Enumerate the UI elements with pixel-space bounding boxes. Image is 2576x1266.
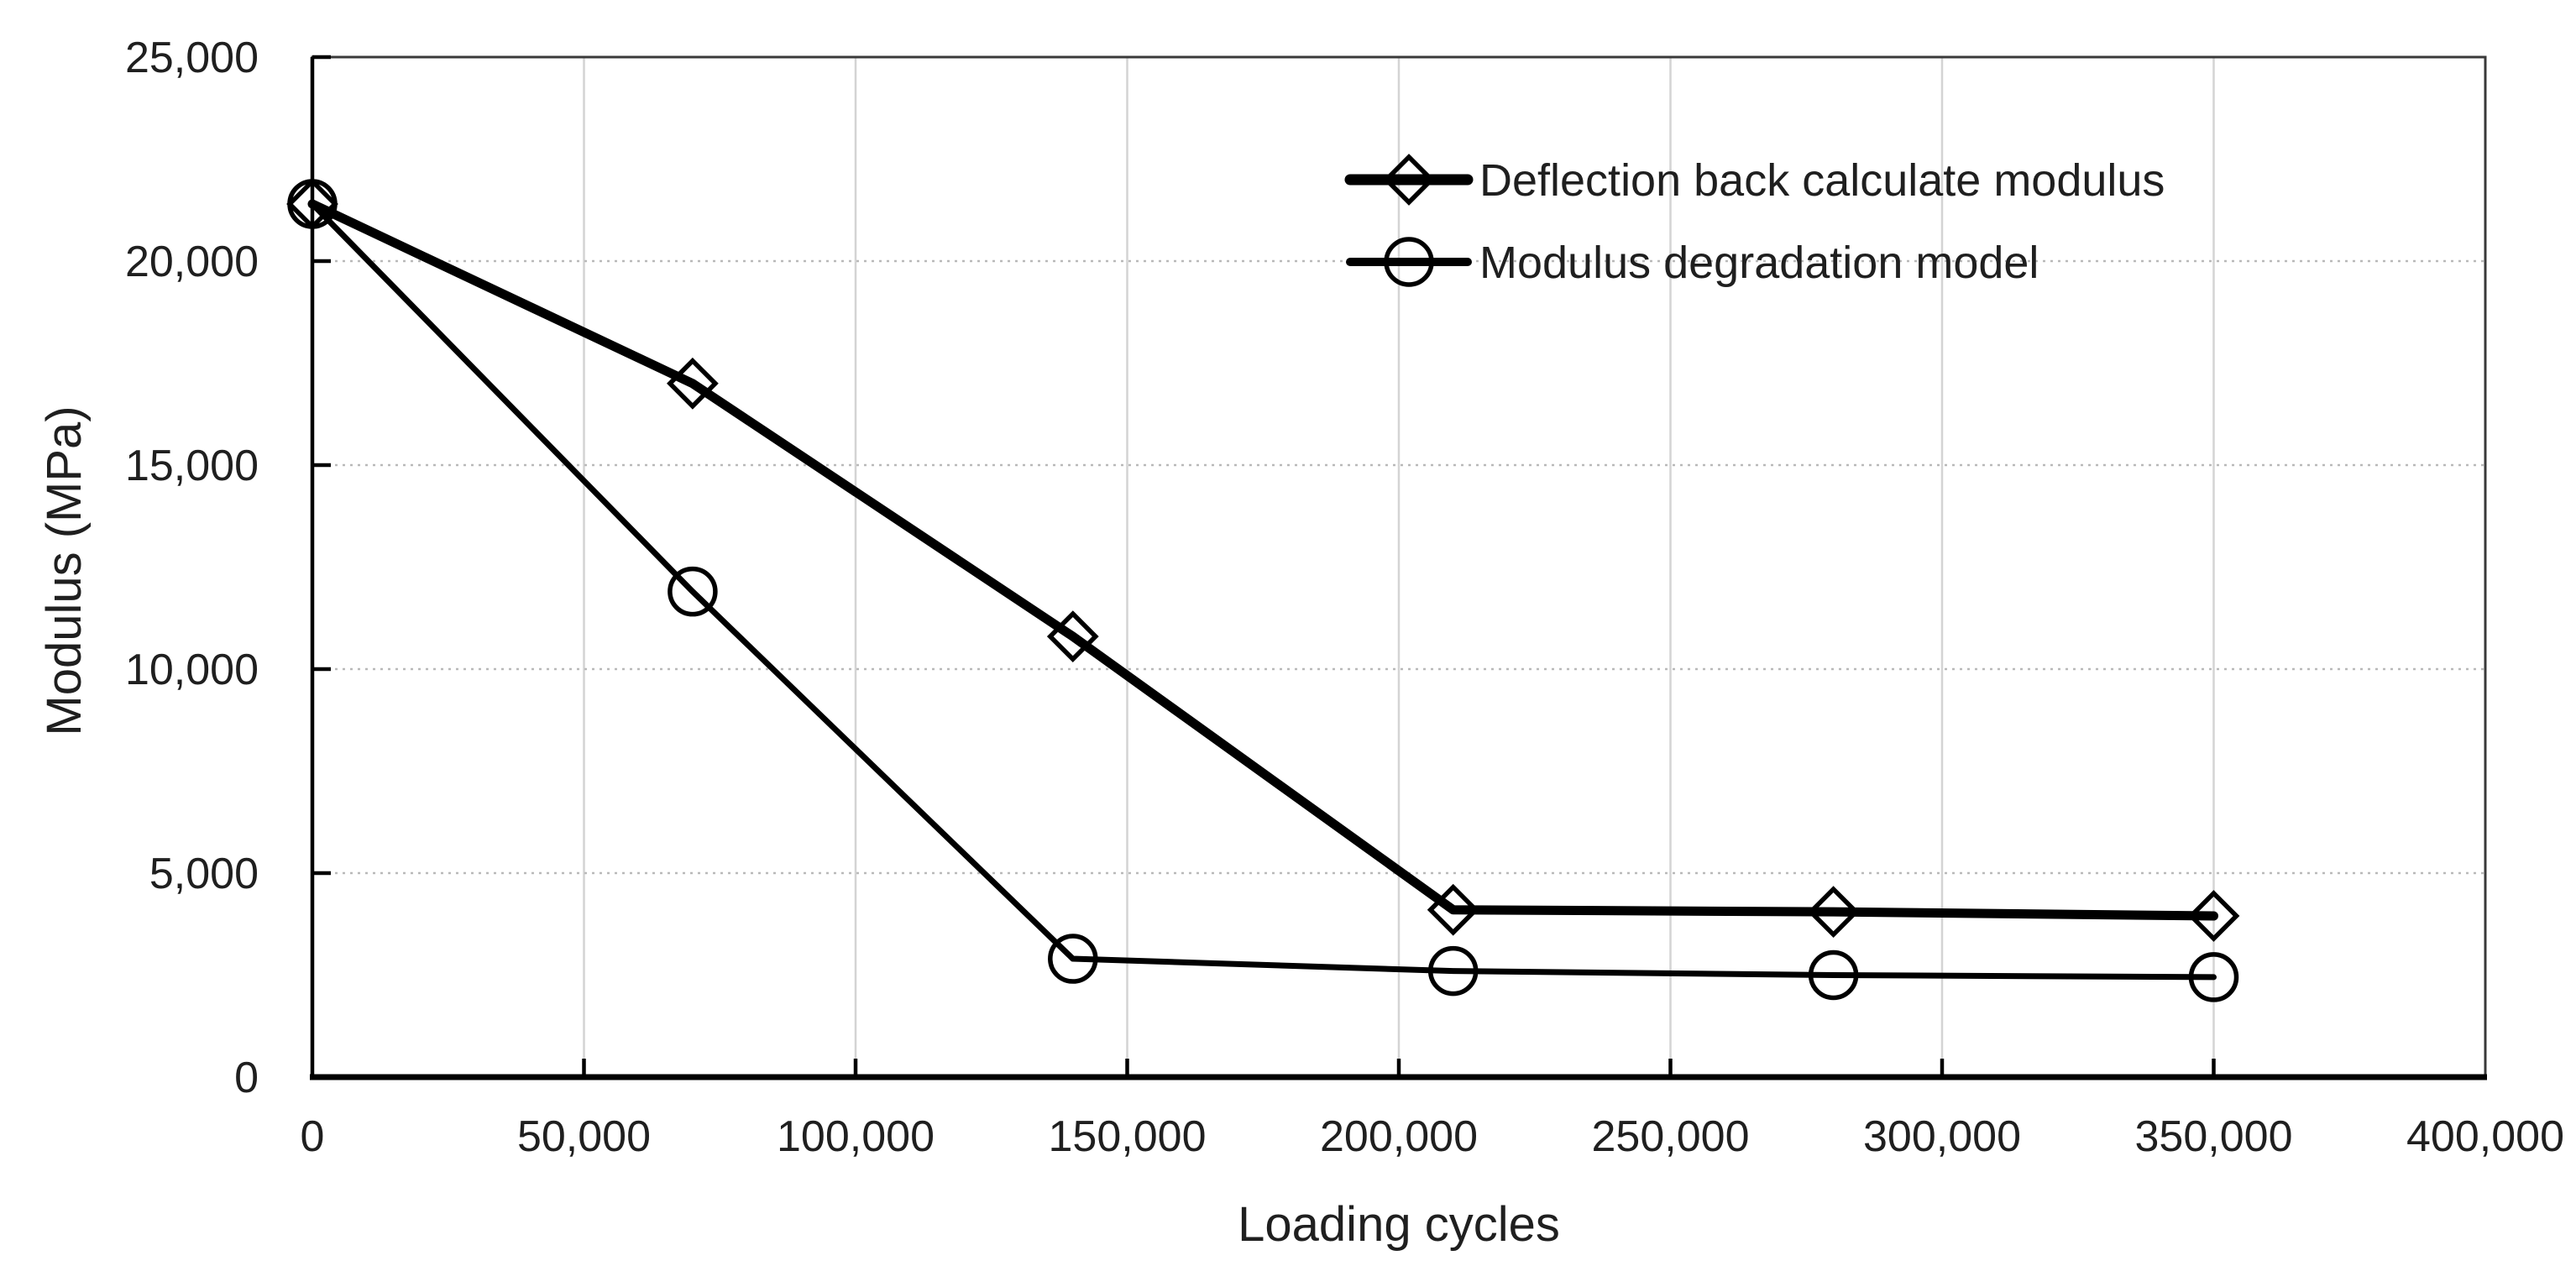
legend-label-0: Deflection back calculate modulus: [1479, 155, 2165, 206]
data-marker-circle-series1-pt3: [1427, 945, 1479, 997]
x-tick-label-0: 0: [301, 1112, 325, 1161]
y-tick-label-20000: 20,000: [125, 238, 259, 286]
data-marker-circle-series1-pt4: [1808, 950, 1859, 1001]
x-tick-label-150000: 150,000: [1049, 1112, 1207, 1161]
y-tick-label-10000: 10,000: [125, 646, 259, 694]
x-tick-label-300000: 300,000: [1863, 1112, 2021, 1161]
x-axis-title: Loading cycles: [1238, 1197, 1560, 1252]
data-marker-circle-series1-pt1: [668, 566, 718, 617]
y-tick-label-0: 0: [234, 1054, 259, 1102]
x-tick-label-250000: 250,000: [1592, 1112, 1750, 1161]
data-marker-diamond-series0-pt5: [2187, 890, 2240, 942]
y-tick-label-5000: 5,000: [149, 850, 259, 898]
data-marker-diamond-series0-pt4: [1807, 886, 1860, 939]
data-marker-diamond-series0-pt1: [667, 357, 719, 410]
data-marker-circle-series1-pt0: [287, 179, 338, 229]
legend-label-1: Modulus degradation model: [1479, 238, 2039, 288]
x-tick-label-400000: 400,000: [2406, 1112, 2564, 1161]
legend-marker-circle: [1384, 237, 1434, 287]
x-tick-label-350000: 350,000: [2135, 1112, 2293, 1161]
x-tick-label-200000: 200,000: [1320, 1112, 1478, 1161]
y-tick-label-15000: 15,000: [125, 442, 259, 490]
x-tick-label-100000: 100,000: [777, 1112, 935, 1161]
data-marker-circle-series1-pt2: [1048, 934, 1098, 984]
y-tick-label-25000: 25,000: [125, 34, 259, 82]
series-line-0-diamond: [307, 199, 2218, 921]
x-tick-label-50000: 50,000: [517, 1112, 651, 1161]
legend-marker-diamond: [1383, 154, 1435, 206]
data-marker-diamond-series0-pt2: [1046, 610, 1099, 663]
series-line-1-circle: [309, 201, 2217, 981]
data-marker-diamond-series0-pt3: [1427, 883, 1479, 936]
data-marker-circle-series1-pt5: [2188, 952, 2239, 1002]
y-axis-title: Modulus (MPa): [37, 405, 92, 735]
